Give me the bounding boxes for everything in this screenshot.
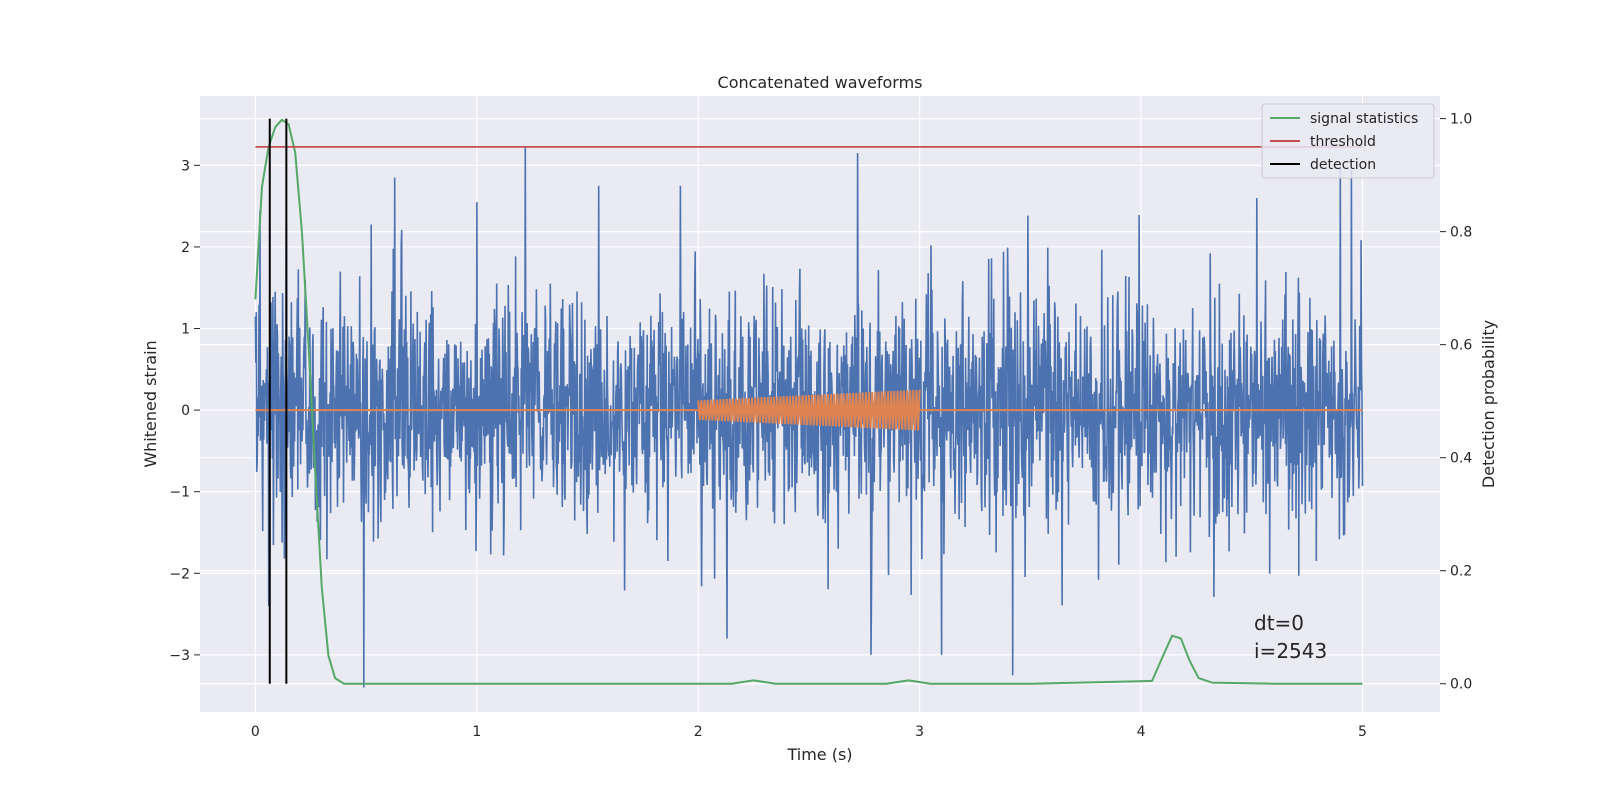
chart-title: Concatenated waveforms xyxy=(718,73,923,92)
legend-box xyxy=(1261,103,1435,179)
right-y-tick-label: 0.8 xyxy=(1450,225,1472,241)
y-axis-label: Whitened strain xyxy=(141,340,160,467)
right-y-tick-label: 0.6 xyxy=(1450,338,1472,354)
x-tick-label: 3 xyxy=(915,724,924,740)
legend-label: signal statistics xyxy=(1310,111,1418,127)
y-tick-label: −1 xyxy=(169,485,190,501)
right-y-tick-label: 0.2 xyxy=(1450,564,1472,580)
right-y-tick-label: 0.4 xyxy=(1450,451,1472,467)
x-tick-label: 4 xyxy=(1137,724,1146,740)
x-tick-label: 0 xyxy=(251,724,260,740)
annotation-dt: dt=0 xyxy=(1254,611,1304,635)
right-y-tick-label: 0.0 xyxy=(1450,677,1472,693)
y-tick-label: 2 xyxy=(181,240,190,256)
legend: signal statistics threshold detection xyxy=(1261,103,1435,179)
injected-signal-chirp xyxy=(697,389,921,431)
annotation-index: i=2543 xyxy=(1254,639,1327,663)
signal-statistics-line xyxy=(254,118,1363,685)
x-tick-label: 5 xyxy=(1358,724,1367,740)
y-tick-label: 1 xyxy=(181,322,190,338)
x-axis-label: Time (s) xyxy=(786,745,852,764)
x-tick-label: 2 xyxy=(694,724,703,740)
legend-label: detection xyxy=(1310,157,1376,173)
plot-layer xyxy=(254,118,1364,688)
y-tick-label: −3 xyxy=(169,648,190,664)
y-tick-label: 0 xyxy=(181,403,190,419)
y-tick-label: −2 xyxy=(169,566,190,582)
y-tick-label: 3 xyxy=(181,158,190,174)
right-y-tick-label: 1.0 xyxy=(1450,112,1472,128)
legend-label: threshold xyxy=(1310,134,1376,150)
axes-text: 0 1 2 3 4 5 −3 −2 −1 0 1 2 3 0.0 0.2 0.4 0.6 0.8 1.0 xyxy=(169,112,1472,740)
right-y-axis-label: Detection probability xyxy=(1479,320,1498,488)
x-tick-label: 1 xyxy=(472,724,481,740)
